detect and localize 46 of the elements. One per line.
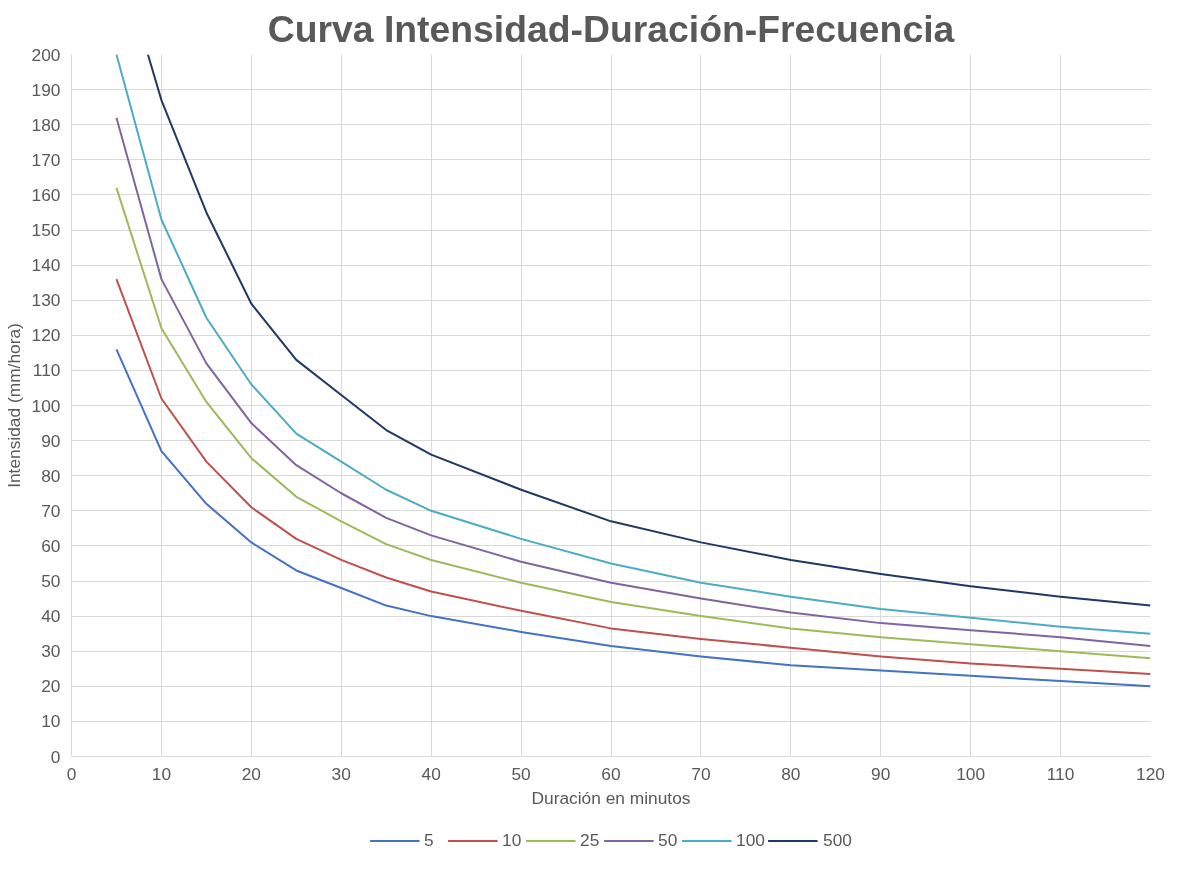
line-series (115, 278, 1151, 676)
legend-label: 500 (823, 829, 852, 851)
y-tick-label: 0 (50, 746, 61, 767)
y-tick-label: 70 (41, 500, 61, 521)
x-tick-label: 40 (421, 763, 441, 784)
y-tick-label: 150 (31, 220, 61, 240)
y-axis-title: Intensidad (mm/hora) (3, 323, 24, 488)
line-series (115, 348, 1151, 688)
chart-title: Curva Intensidad-Duración-Frecuencia (267, 7, 955, 50)
y-tick-label: 20 (41, 676, 61, 697)
legend-label: 10 (502, 829, 523, 851)
x-tick-label: 10 (151, 763, 172, 784)
legend-label: 25 (580, 829, 601, 851)
legend-label: 100 (736, 829, 765, 851)
x-tick-label: 20 (241, 763, 261, 784)
y-tick-label: 80 (41, 465, 61, 486)
y-tick-label: 170 (31, 149, 61, 170)
x-tick-label: 100 (956, 763, 986, 784)
x-tick-label: 90 (871, 763, 891, 784)
x-axis-title: Duración en minutos (531, 787, 691, 808)
y-tick-label: 100 (31, 395, 61, 416)
legend-label: 5 (424, 829, 435, 851)
x-tick-label: 0 (66, 763, 77, 784)
line-series (115, 186, 1151, 660)
y-tick-label: 130 (31, 290, 61, 311)
y-tick-label: 120 (31, 325, 61, 346)
y-tick-label: 180 (31, 114, 61, 135)
x-tick-label: 70 (691, 763, 711, 784)
x-tick-label: 110 (1046, 763, 1075, 784)
y-tick-label: 50 (41, 571, 61, 591)
x-tick-label: 120 (1136, 763, 1165, 784)
y-tick-label: 60 (41, 535, 61, 556)
y-tick-label: 160 (31, 184, 61, 205)
y-tick-label: 110 (32, 360, 61, 381)
legend-label: 50 (658, 829, 679, 851)
y-tick-label: 140 (31, 255, 61, 276)
y-tick-label: 30 (41, 641, 61, 662)
y-tick-label: 10 (41, 711, 61, 732)
x-tick-label: 30 (331, 763, 351, 784)
x-tick-label: 80 (781, 763, 801, 784)
y-tick-label: 200 (31, 44, 61, 65)
y-tick-label: 90 (41, 430, 61, 451)
y-tick-label: 190 (31, 79, 61, 100)
x-tick-label: 60 (601, 763, 621, 784)
y-tick-label: 40 (41, 606, 61, 627)
x-tick-label: 50 (511, 763, 531, 784)
